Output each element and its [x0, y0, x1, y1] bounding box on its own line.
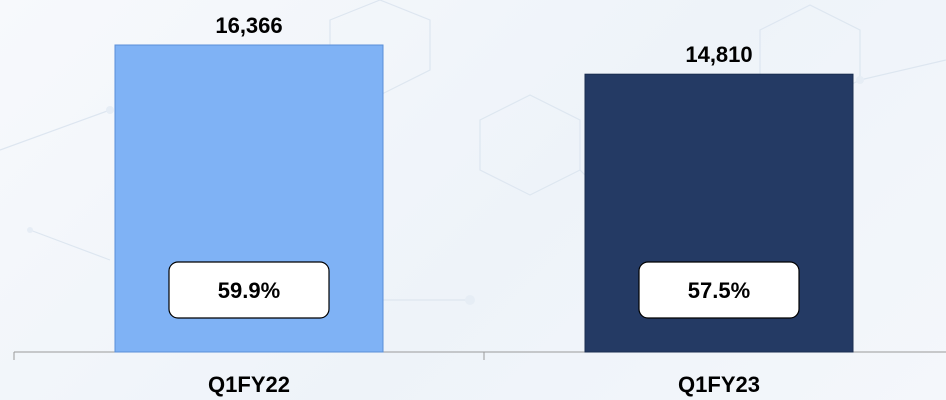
category-label-q1fy23: Q1FY23	[678, 372, 760, 397]
value-label-q1fy23: 14,810	[685, 42, 752, 67]
percent-box-q1fy22	[168, 261, 330, 319]
percent-label-q1fy22: 59.9%	[218, 278, 280, 303]
percent-box-q1fy23	[638, 261, 800, 319]
percent-label-q1fy23: 57.5%	[688, 278, 750, 303]
category-label-q1fy22: Q1FY22	[208, 372, 290, 397]
value-label-q1fy22: 16,366	[215, 13, 282, 38]
